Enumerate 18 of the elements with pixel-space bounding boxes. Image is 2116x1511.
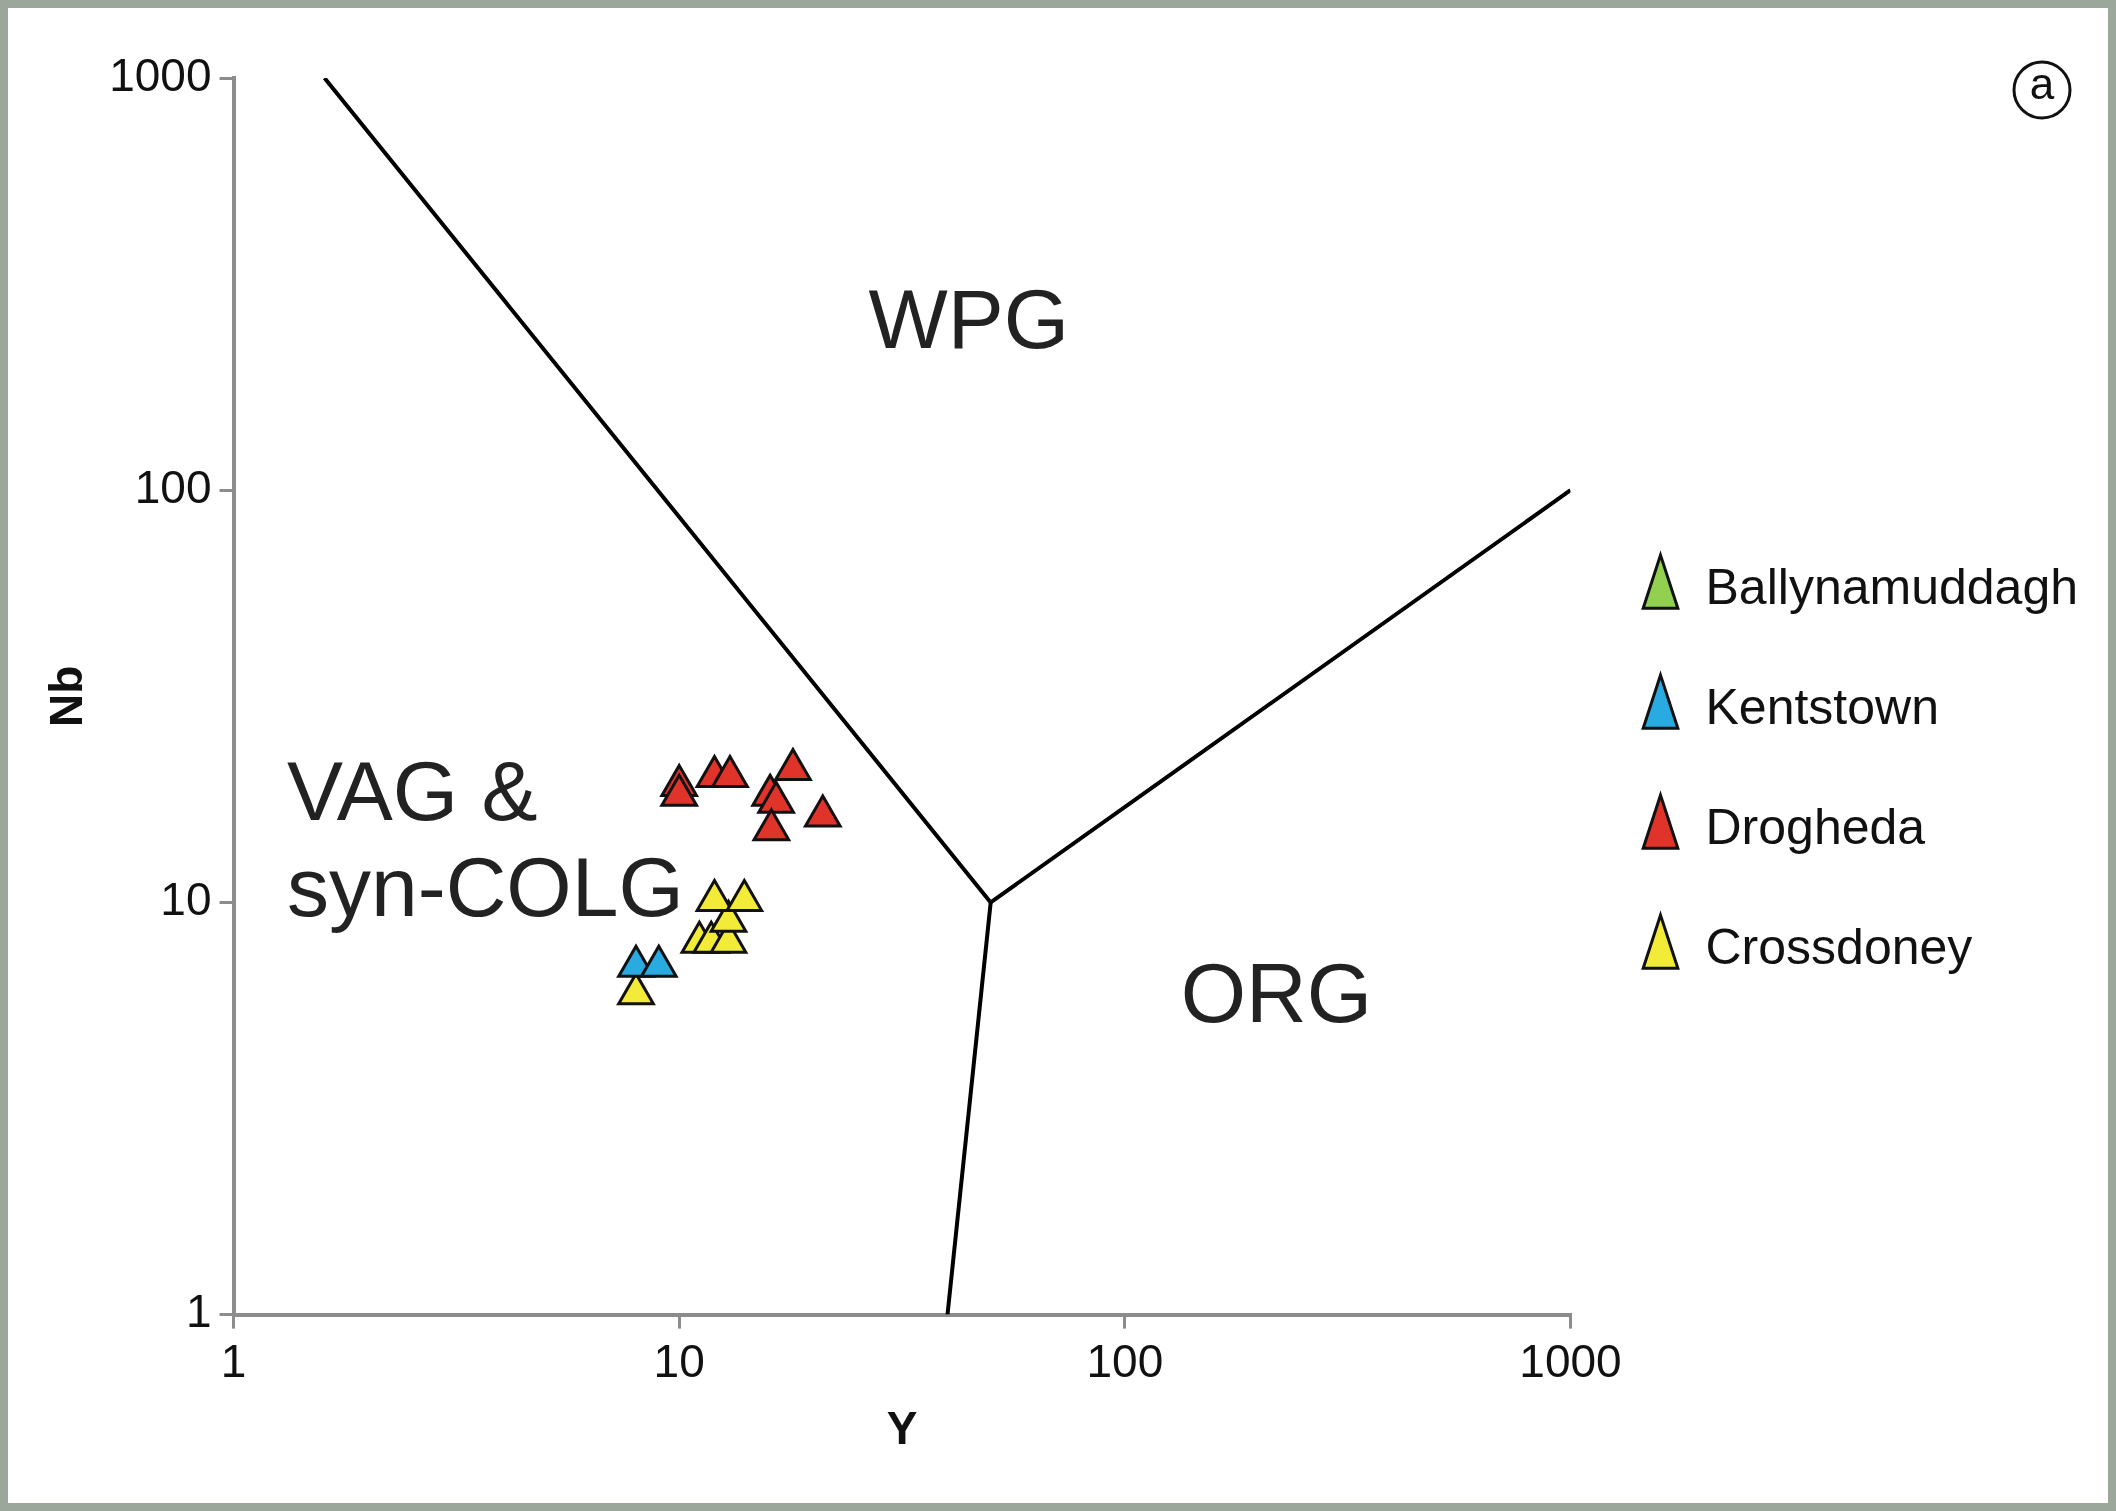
- legend-label: Ballynamuddagh: [1705, 559, 2079, 616]
- annotation: VAG & syn-COLG: [287, 743, 684, 934]
- y-axis-title: Nb: [40, 665, 93, 727]
- text: a: [2029, 59, 2055, 109]
- annotation: ORG: [1180, 946, 1373, 1041]
- y-tick-label: 100: [134, 460, 212, 513]
- y-tick-label: 10: [160, 873, 212, 926]
- legend-label: Drogheda: [1705, 799, 1926, 856]
- x-tick-label: 100: [1086, 1334, 1164, 1387]
- legend-label: Kentstown: [1705, 679, 1939, 736]
- legend-label: Crossdoney: [1705, 919, 1973, 976]
- x-axis-title: Y: [886, 1402, 918, 1455]
- x-tick-label: 10: [653, 1334, 705, 1387]
- x-tick-label: 1000: [1519, 1334, 1622, 1387]
- annotation: WPG: [868, 272, 1070, 367]
- x-tick-label: 1: [220, 1334, 247, 1387]
- y-tick-label: 1: [185, 1285, 212, 1338]
- y-tick-label: 1000: [109, 48, 212, 101]
